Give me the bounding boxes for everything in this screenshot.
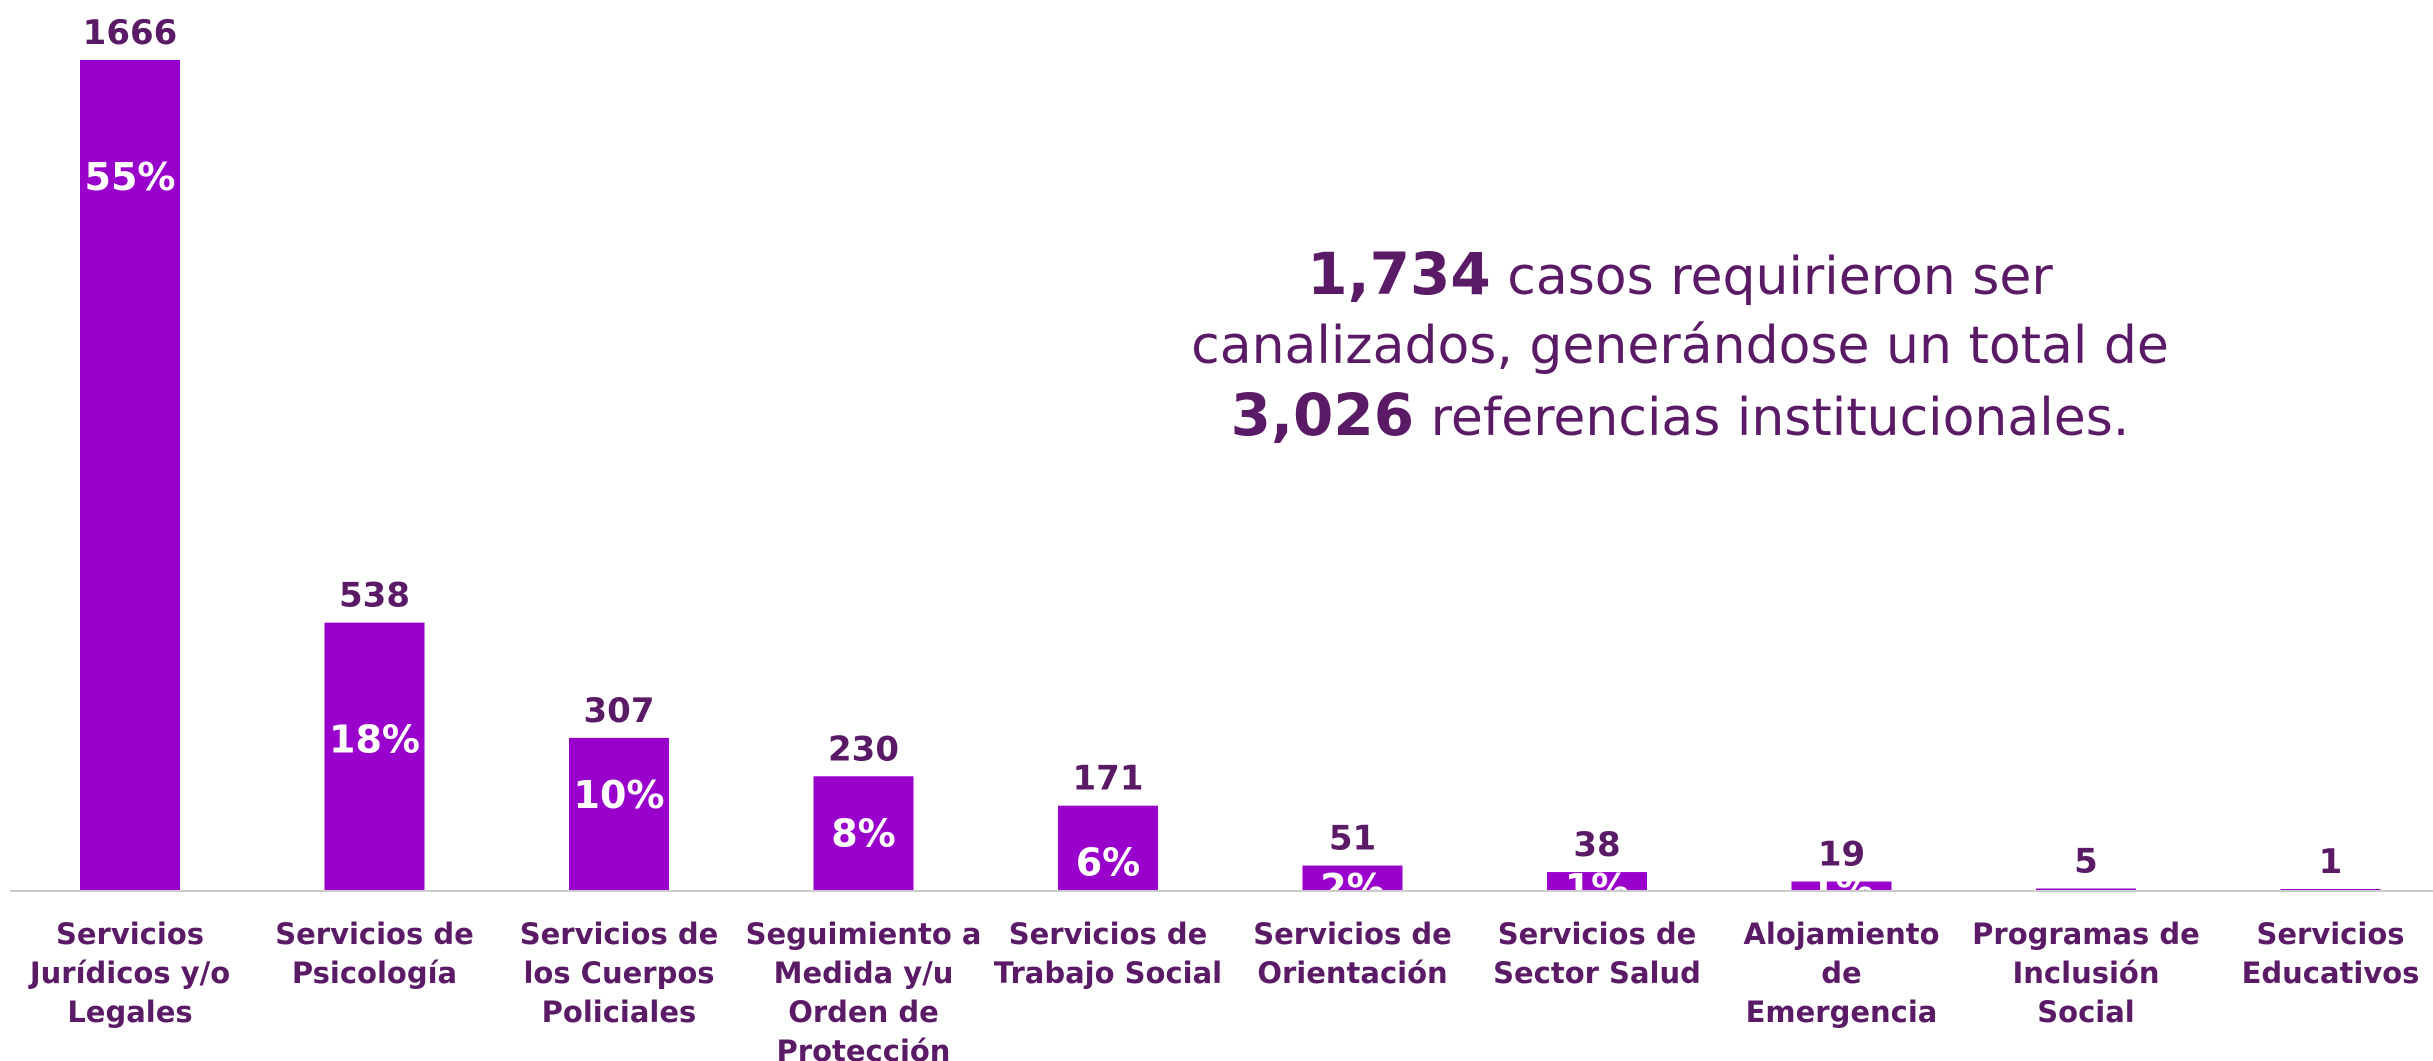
category-label-7: Alojamiento de Emergencia — [1743, 917, 1939, 1029]
value-label-9: 1 — [2319, 842, 2343, 882]
category-label-9-line-1: Educativos — [2242, 956, 2420, 990]
category-label-8-line-2: Social — [2037, 995, 2134, 1029]
category-label-5-line-1: Orientación — [1257, 956, 1447, 990]
category-label-0-line-0: Servicios — [56, 917, 204, 951]
category-label-8-line-1: Inclusión — [2013, 956, 2160, 990]
percent-label-2: 10% — [574, 773, 665, 817]
value-label-0: 1666 — [83, 13, 178, 53]
category-label-1-line-0: Servicios de — [275, 917, 474, 951]
percent-label-4: 6% — [1076, 841, 1141, 885]
category-label-2-line-0: Servicios de — [520, 917, 719, 951]
percent-label-5: 2% — [1320, 866, 1385, 910]
value-label-2: 307 — [584, 691, 655, 731]
category-label-6-line-1: Sector Salud — [1493, 956, 1701, 990]
category-label-3-line-0: Seguimiento a — [746, 917, 982, 951]
annotation-line-3-text: referencias institucionales. — [1414, 388, 2130, 448]
category-label-5: Servicios de Orientación — [1253, 917, 1452, 990]
value-label-7: 19 — [1818, 835, 1865, 875]
category-label-9-line-0: Servicios — [2256, 917, 2404, 951]
bar-0 — [80, 60, 180, 891]
category-label-7-line-2: Emergencia — [1746, 995, 1938, 1029]
category-label-7-line-1: de — [1821, 956, 1861, 990]
bar-8 — [2036, 888, 2136, 891]
category-label-0-line-1: Jurídicos y/o — [28, 956, 230, 990]
percent-label-1: 18% — [329, 718, 420, 762]
summary-annotation: 1,734 casos requirieron ser canalizados,… — [1180, 240, 2180, 453]
category-label-4: Servicios de Trabajo Social — [994, 917, 1222, 990]
category-label-8: Programas de Inclusión Social — [1972, 917, 2200, 1029]
value-label-3: 230 — [828, 729, 899, 769]
value-label-5: 51 — [1329, 819, 1376, 859]
annotation-line-1-text: casos requirieron ser — [1490, 247, 2053, 307]
category-label-6-line-0: Servicios de — [1498, 917, 1697, 951]
bar-7 — [1791, 881, 1892, 891]
category-label-3: Seguimiento a Medida y/u Orden de Protecció… — [746, 917, 982, 1061]
category-label-1-line-1: Psicología — [292, 956, 457, 990]
bar-5 — [1302, 865, 1403, 891]
value-label-4: 171 — [1073, 759, 1144, 799]
bar-6 — [1547, 872, 1647, 891]
value-label-8: 5 — [2074, 842, 2098, 882]
category-label-5-line-0: Servicios de — [1253, 917, 1452, 951]
category-label-3-line-3: Protección — [777, 1034, 951, 1061]
category-label-7-line-0: Alojamiento — [1743, 917, 1939, 951]
category-label-3-line-1: Medida y/u — [774, 956, 954, 990]
annotation-line-3: 3,026 referencias institucionales. — [1180, 381, 2180, 453]
percent-label-3: 8% — [831, 811, 896, 855]
category-label-3-line-2: Orden de — [788, 995, 939, 1029]
category-label-4-line-0: Servicios de — [1009, 917, 1208, 951]
category-label-8-line-0: Programas de — [1972, 917, 2200, 951]
percent-label-0: 55% — [85, 155, 176, 199]
category-label-0-line-2: Legales — [67, 995, 192, 1029]
category-label-4-line-1: Trabajo Social — [994, 956, 1222, 990]
percent-label-6: 1% — [1565, 866, 1630, 910]
category-label-1: Servicios de Psicología — [275, 917, 474, 990]
value-label-6: 38 — [1573, 825, 1620, 865]
bar-4 — [1058, 805, 1158, 891]
bar-1 — [324, 622, 425, 891]
cases-count: 1,734 — [1307, 240, 1491, 308]
category-label-6: Servicios de Sector Salud — [1493, 917, 1701, 990]
bars-layer: 55% 18% 10% 8% 6% 2% 1% 1% — [80, 60, 2381, 910]
value-label-1: 538 — [339, 576, 410, 616]
category-label-2-line-2: Policiales — [542, 995, 697, 1029]
category-label-0: Servicios Jurídicos y/o Legales — [28, 917, 230, 1029]
category-label-2: Servicios de los Cuerpos Policiales — [520, 917, 719, 1029]
bar-2 — [569, 737, 669, 891]
percent-label-7: 1% — [1809, 866, 1874, 910]
category-label-9: Servicios Educativos — [2242, 917, 2420, 990]
annotation-line-2: canalizados, generándose un total de — [1191, 316, 2169, 376]
annotation-line-1: 1,734 casos requirieron ser — [1180, 240, 2180, 312]
references-count: 3,026 — [1230, 381, 1415, 449]
category-label-2-line-1: los Cuerpos — [523, 956, 714, 990]
bar-3 — [813, 776, 914, 891]
